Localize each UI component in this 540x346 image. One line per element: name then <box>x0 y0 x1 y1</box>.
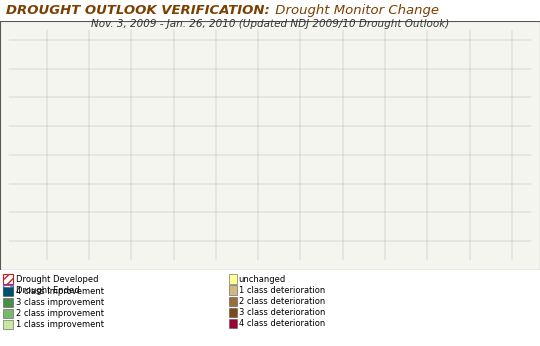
Text: 2 class improvement: 2 class improvement <box>16 309 104 318</box>
FancyBboxPatch shape <box>3 320 13 329</box>
FancyBboxPatch shape <box>229 297 237 306</box>
FancyBboxPatch shape <box>3 309 13 318</box>
FancyBboxPatch shape <box>229 274 237 284</box>
Text: Drought Developed: Drought Developed <box>16 274 98 283</box>
Text: 4 class deterioration: 4 class deterioration <box>239 319 325 328</box>
Text: DROUGHT OUTLOOK VERIFICATION:: DROUGHT OUTLOOK VERIFICATION: <box>6 3 270 17</box>
Text: Drought Monitor Change: Drought Monitor Change <box>271 3 439 17</box>
Text: 3 class deterioration: 3 class deterioration <box>239 308 325 317</box>
Text: 1 class improvement: 1 class improvement <box>16 320 104 329</box>
FancyBboxPatch shape <box>3 298 13 307</box>
Text: 3 class improvement: 3 class improvement <box>16 298 104 307</box>
Text: unchanged: unchanged <box>239 274 286 283</box>
FancyBboxPatch shape <box>3 285 13 294</box>
Text: Drought Ended: Drought Ended <box>16 285 79 294</box>
FancyBboxPatch shape <box>3 286 13 296</box>
Text: 2 class deterioration: 2 class deterioration <box>239 297 325 306</box>
FancyBboxPatch shape <box>229 319 237 328</box>
Text: Nov. 3, 2009 - Jan. 26, 2010 (Updated NDJ 2009/10 Drought Outlook): Nov. 3, 2009 - Jan. 26, 2010 (Updated ND… <box>91 19 449 29</box>
Text: 4 class improvement: 4 class improvement <box>16 287 104 296</box>
FancyBboxPatch shape <box>3 274 13 284</box>
Text: 1 class deterioration: 1 class deterioration <box>239 285 325 294</box>
FancyBboxPatch shape <box>229 308 237 317</box>
FancyBboxPatch shape <box>229 285 237 294</box>
